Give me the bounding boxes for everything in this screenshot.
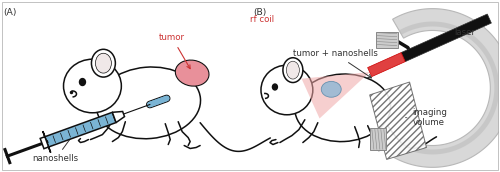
FancyBboxPatch shape — [370, 128, 386, 150]
Text: tumor + nanoshells: tumor + nanoshells — [293, 49, 378, 78]
Polygon shape — [401, 14, 492, 62]
Polygon shape — [370, 82, 426, 159]
Text: rf coil: rf coil — [250, 15, 274, 24]
Ellipse shape — [96, 53, 112, 73]
Ellipse shape — [176, 60, 209, 86]
Text: (B): (B) — [253, 8, 266, 17]
Ellipse shape — [92, 49, 116, 77]
Polygon shape — [302, 72, 370, 119]
Text: nanoshells: nanoshells — [32, 135, 78, 163]
Ellipse shape — [322, 81, 341, 97]
Ellipse shape — [80, 79, 86, 85]
Ellipse shape — [261, 65, 313, 115]
Polygon shape — [112, 111, 124, 123]
Ellipse shape — [295, 74, 390, 142]
Ellipse shape — [272, 84, 278, 90]
Text: tumor: tumor — [159, 33, 190, 69]
Polygon shape — [45, 112, 116, 147]
Polygon shape — [368, 53, 405, 77]
Text: imaging
volume: imaging volume — [406, 108, 448, 127]
Ellipse shape — [286, 61, 300, 79]
Polygon shape — [399, 22, 500, 154]
Ellipse shape — [283, 58, 303, 83]
Ellipse shape — [96, 67, 200, 139]
Polygon shape — [40, 131, 50, 153]
Polygon shape — [392, 9, 500, 167]
Text: laser: laser — [454, 29, 475, 37]
Text: (A): (A) — [4, 8, 17, 17]
FancyBboxPatch shape — [376, 32, 398, 47]
Ellipse shape — [64, 59, 122, 113]
